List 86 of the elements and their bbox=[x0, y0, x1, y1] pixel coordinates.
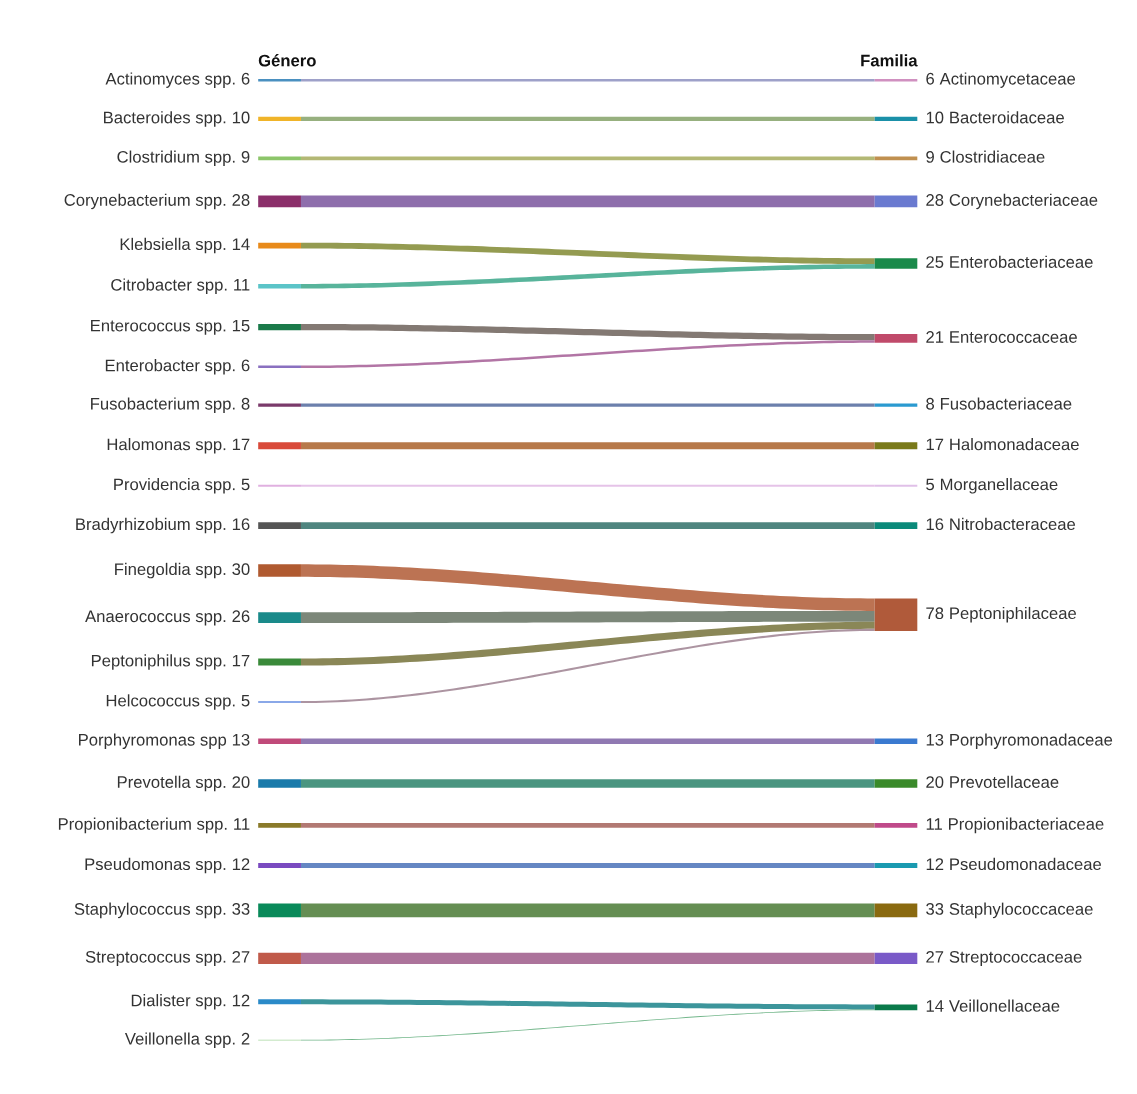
text: 78 bbox=[926, 607, 944, 620]
legend-label: Propionibacteriaceae bbox=[949, 817, 1104, 834]
category-label: Propionibacterium spp. bbox=[58, 817, 227, 834]
legend-label: Nitrobacteraceae bbox=[950, 517, 1076, 531]
data-label: 8 bbox=[241, 397, 250, 410]
category-label: Bacteroides spp. bbox=[104, 111, 226, 127]
data-label: 17 bbox=[232, 654, 250, 667]
category-label: Enterobacter spp. bbox=[105, 359, 235, 375]
data-label: 33 bbox=[232, 903, 250, 915]
legend-label: Enterobacteriaceae bbox=[950, 255, 1093, 268]
data-label: 2 bbox=[241, 1032, 250, 1045]
data-label: 5 bbox=[241, 694, 250, 707]
data-label: 28 bbox=[232, 194, 250, 206]
category-label: Actinomyces spp. bbox=[105, 72, 235, 88]
category-label: Porphyromonas spp bbox=[79, 733, 227, 749]
text: 20 bbox=[926, 776, 944, 788]
category-label: Klebsiella spp. bbox=[120, 237, 226, 254]
data-label: 12 bbox=[232, 858, 250, 870]
data-label: 12 bbox=[232, 994, 250, 1007]
legend-label: Bacteroidaceae bbox=[950, 111, 1064, 124]
data-label: 5 bbox=[241, 478, 250, 491]
text: 27 bbox=[926, 950, 944, 963]
text: 14 bbox=[926, 1000, 944, 1012]
data-label: 6 bbox=[241, 359, 250, 372]
category-label: Bradyrhizobium spp. bbox=[76, 517, 226, 534]
text: 13 bbox=[926, 733, 944, 746]
legend-label: Enterococcaceae bbox=[950, 331, 1077, 343]
legend-label: Veillonellaceae bbox=[948, 999, 1060, 1012]
data-label: 11 bbox=[234, 818, 250, 830]
legend-label: Peptoniphilaceae bbox=[950, 606, 1077, 623]
category-label: Prevotella spp. bbox=[117, 775, 226, 792]
data-label: 17 bbox=[232, 438, 250, 451]
text: 11 bbox=[926, 818, 942, 830]
legend-label: Fusobacteriaceae bbox=[940, 397, 1072, 410]
legend-label: Staphylococcaceae bbox=[949, 902, 1093, 919]
data-label: 13 bbox=[232, 733, 250, 746]
category-label: Veillonella spp. bbox=[124, 1032, 235, 1048]
category-label: Clostridium spp. bbox=[117, 150, 235, 167]
legend-label: Morganellaceae bbox=[940, 478, 1058, 494]
data-label: 20 bbox=[232, 776, 250, 788]
category-label: Enterococcus spp. bbox=[91, 319, 226, 335]
text: 28 bbox=[926, 194, 944, 206]
text: Género bbox=[258, 54, 316, 67]
legend-label: Clostridiaceae bbox=[940, 150, 1045, 163]
data-label: 11 bbox=[234, 279, 250, 291]
category-label: Dialister spp. bbox=[131, 994, 226, 1010]
text: 6 bbox=[926, 72, 935, 85]
data-label: 27 bbox=[232, 950, 250, 963]
category-label: Halomonas spp. bbox=[107, 438, 226, 454]
data-label: 26 bbox=[232, 610, 250, 623]
text: 33 bbox=[926, 903, 944, 915]
category-label: Helcococcus spp. bbox=[106, 694, 235, 710]
category-label: Fusobacterium spp. bbox=[91, 397, 235, 413]
text: 8 bbox=[926, 397, 935, 410]
category-label: Peptoniphilus spp. bbox=[91, 654, 226, 670]
legend-label: Porphyromonadaceae bbox=[950, 733, 1113, 749]
text: 25 bbox=[926, 256, 944, 268]
category-label: Providencia spp. bbox=[114, 478, 235, 494]
data-label: 10 bbox=[232, 111, 250, 124]
legend-label: Pseudomonadaceae bbox=[950, 857, 1102, 871]
category-label: Pseudomonas spp. bbox=[85, 857, 226, 874]
legend-label: Halomonadaceae bbox=[950, 438, 1079, 451]
data-label: 14 bbox=[232, 238, 250, 250]
category-label: Corynebacterium spp. bbox=[64, 193, 226, 210]
text: 17 bbox=[926, 438, 944, 451]
data-label: 30 bbox=[232, 563, 250, 576]
category-label: Citrobacter spp. bbox=[111, 278, 227, 294]
data-label: 6 bbox=[241, 72, 250, 85]
text: 16 bbox=[926, 518, 944, 531]
data-label: 15 bbox=[232, 319, 250, 332]
category-label: Staphylococcus spp. bbox=[74, 902, 226, 919]
legend-label: Prevotellaceae bbox=[950, 775, 1059, 788]
text: 10 bbox=[926, 111, 944, 124]
text: 21 bbox=[926, 331, 944, 343]
text: Familia bbox=[861, 54, 918, 67]
data-label: 16 bbox=[232, 518, 250, 531]
text: 12 bbox=[926, 858, 944, 870]
category-label: Anaerococcus spp. bbox=[85, 610, 226, 626]
category-label: Finegoldia spp. bbox=[115, 562, 226, 579]
category-label: Streptococcus spp. bbox=[85, 950, 226, 967]
legend-label: Actinomycetaceae bbox=[939, 72, 1076, 88]
text: 5 bbox=[926, 478, 935, 491]
data-label: 9 bbox=[241, 150, 250, 163]
text: 9 bbox=[926, 150, 934, 163]
legend-label: Corynebacteriaceae bbox=[949, 193, 1098, 210]
legend-label: Streptococcaceae bbox=[949, 950, 1082, 967]
